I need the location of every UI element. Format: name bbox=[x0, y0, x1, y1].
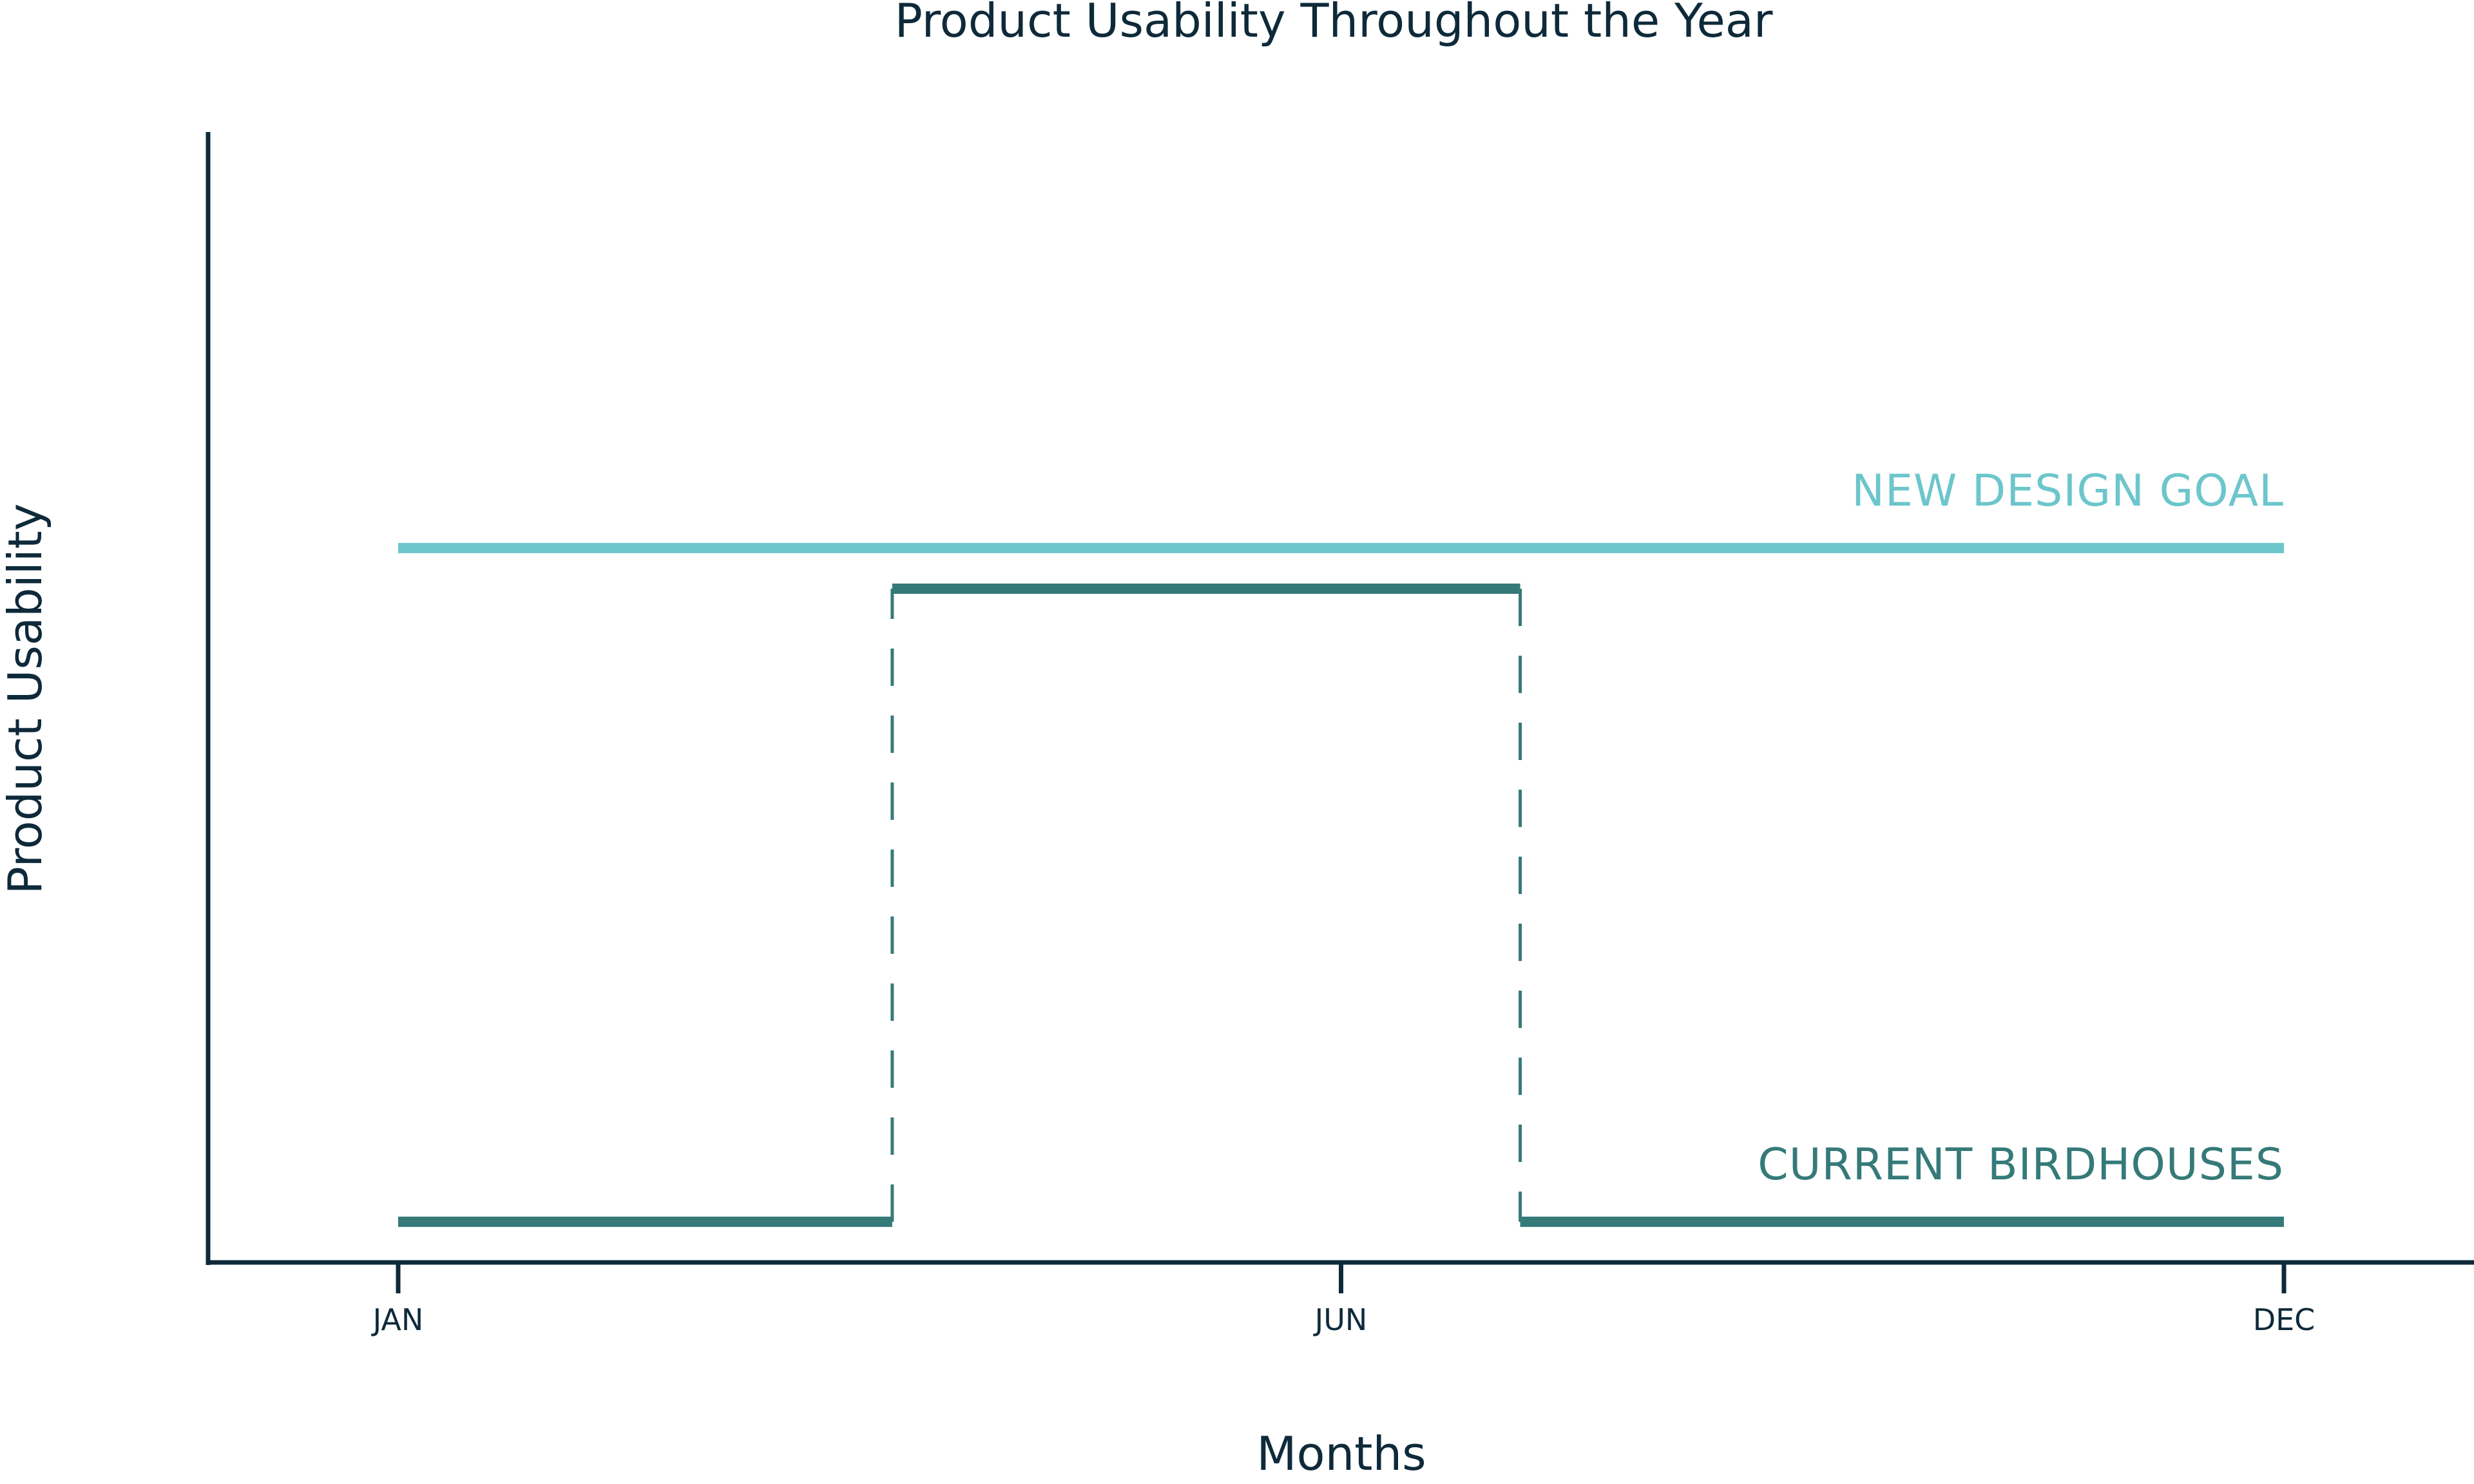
x-axis-label: Months bbox=[1256, 1427, 1426, 1481]
chart-title: Product Usability Throughout the Year bbox=[895, 0, 1773, 48]
series-label: CURRENT BIRDHOUSES bbox=[1758, 1139, 2284, 1190]
x-tick-label: JUN bbox=[1313, 1302, 1368, 1337]
series-layer bbox=[398, 542, 2284, 1227]
series-label: NEW DESIGN GOAL bbox=[1852, 466, 2284, 517]
axes bbox=[206, 132, 2474, 1265]
x-tick-label: DEC bbox=[2253, 1302, 2316, 1337]
series-labels: NEW DESIGN GOAL CURRENT BIRDHOUSES bbox=[1758, 466, 2284, 1190]
series-current-birdhouses bbox=[398, 584, 2284, 1227]
x-tick-label: JAN bbox=[371, 1302, 424, 1337]
x-ticks: JAN JUN DEC bbox=[371, 1262, 2316, 1337]
y-axis-label: Product Usability bbox=[0, 503, 52, 894]
